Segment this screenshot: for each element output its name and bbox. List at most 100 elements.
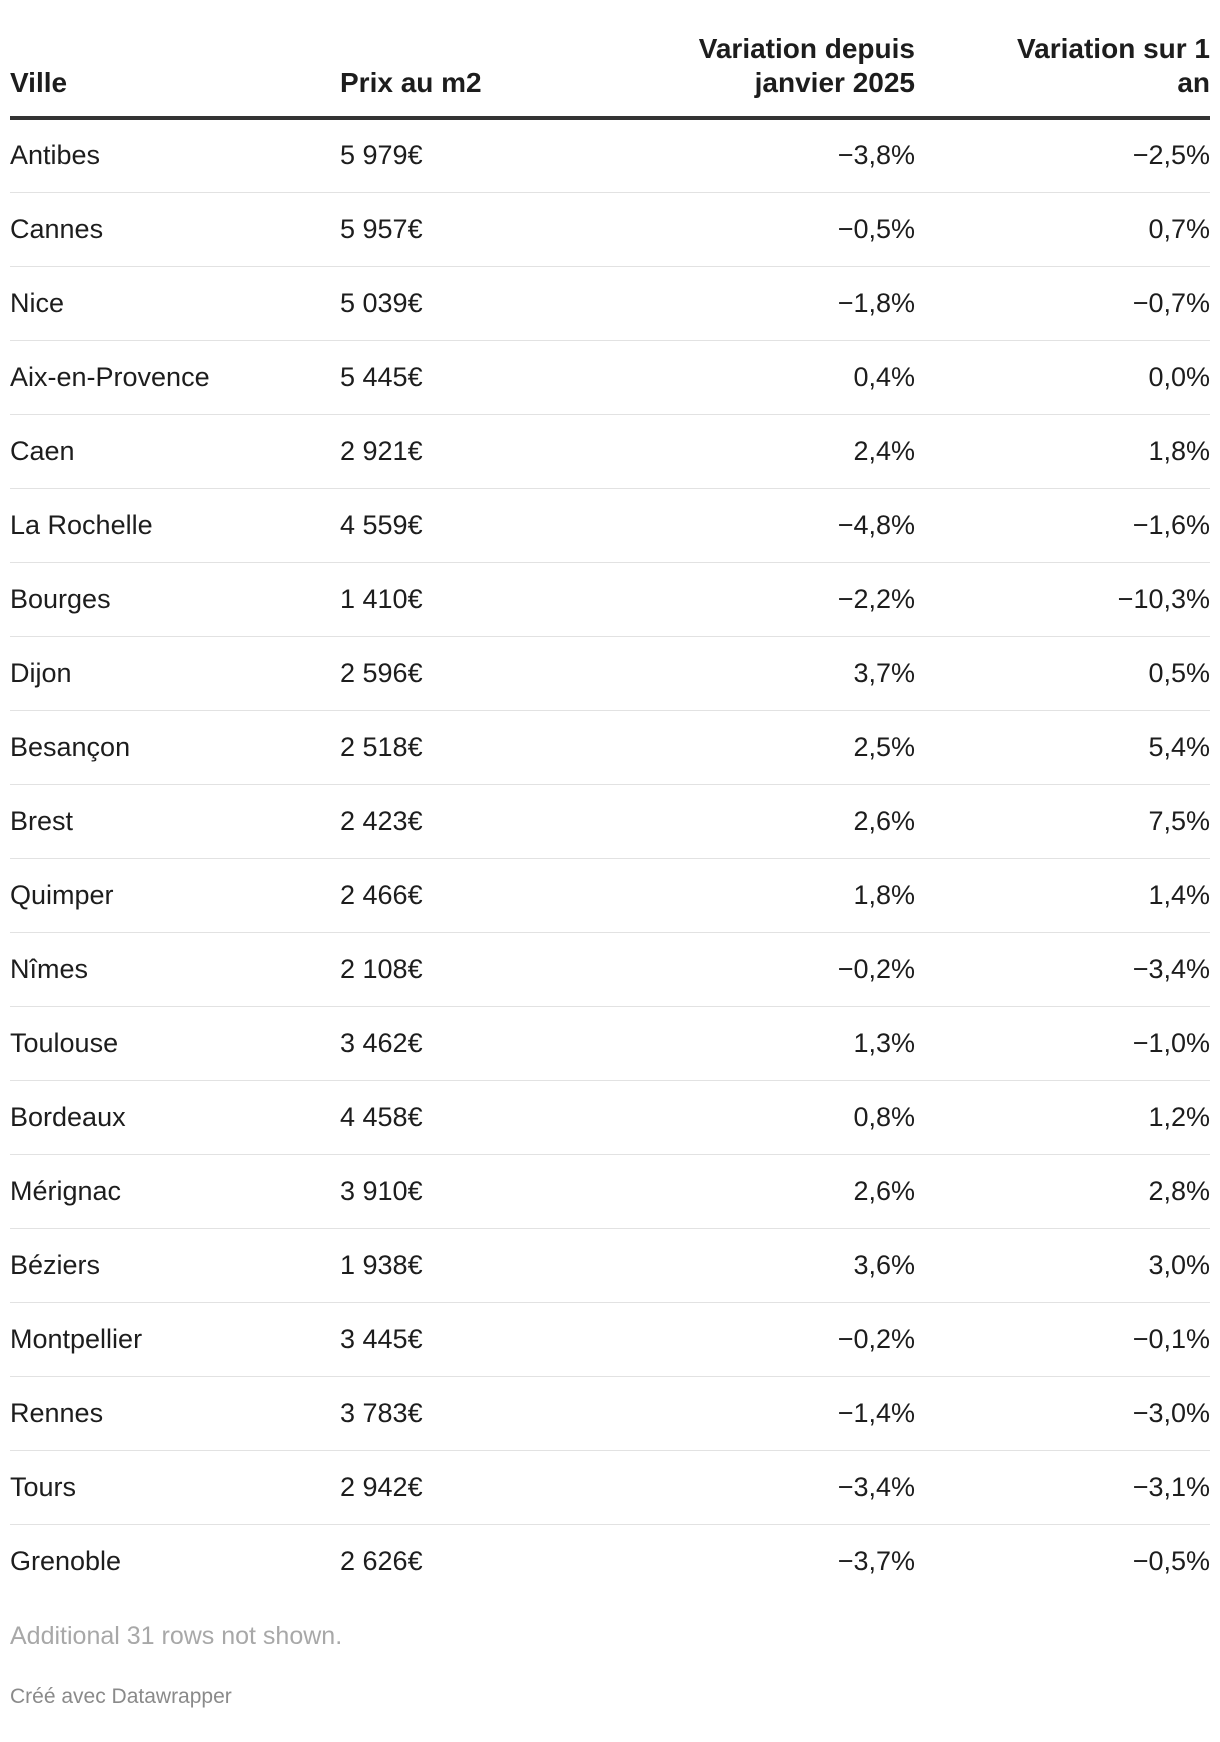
cell-variation-janvier: 1,3% (590, 1006, 915, 1081)
cell-prix: 5 957€ (340, 192, 590, 267)
cell-prix: 2 423€ (340, 784, 590, 859)
cell-variation-janvier: 3,6% (590, 1228, 915, 1303)
table-row: Besançon 2 518€ 2,5% 5,4% (10, 710, 1210, 785)
column-header-variation-an-line2: an (1177, 67, 1210, 98)
datawrapper-table-container: Ville Prix au m2 Variation depuis janvie… (10, 0, 1220, 1709)
table-row: Antibes 5 979€ −3,8% −2,5% (10, 118, 1210, 193)
cell-prix: 1 938€ (340, 1228, 590, 1303)
table-row: Bourges 1 410€ −2,2% −10,3% (10, 562, 1210, 637)
column-header-variation-janvier-line2: janvier 2025 (754, 67, 915, 98)
cell-ville: Bordeaux (10, 1080, 340, 1155)
column-header-variation-janvier[interactable]: Variation depuis janvier 2025 (590, 0, 915, 120)
table-row: Quimper 2 466€ 1,8% 1,4% (10, 858, 1210, 933)
cell-prix: 4 458€ (340, 1080, 590, 1155)
cell-variation-an: 0,7% (915, 192, 1210, 267)
cell-variation-an: 1,4% (915, 858, 1210, 933)
column-header-prix[interactable]: Prix au m2 (340, 0, 590, 120)
cell-prix: 3 910€ (340, 1154, 590, 1229)
cell-variation-an: −1,6% (915, 488, 1210, 563)
cell-prix: 2 626€ (340, 1545, 423, 1576)
cell-variation-janvier: −0,2% (590, 932, 915, 1007)
table-row: Dijon 2 596€ 3,7% 0,5% (10, 636, 1210, 711)
cell-variation-janvier: −3,7% (837, 1545, 915, 1576)
table-row: Toulouse 3 462€ 1,3% −1,0% (10, 1006, 1210, 1081)
cell-ville: Caen (10, 414, 340, 489)
table-row: Aix-en-Provence 5 445€ 0,4% 0,0% (10, 340, 1210, 415)
table-header: Ville Prix au m2 Variation depuis janvie… (10, 0, 1210, 120)
cell-variation-janvier: −1,8% (590, 266, 915, 341)
cell-prix: 2 596€ (340, 636, 590, 711)
cell-prix: 1 410€ (340, 562, 590, 637)
cell-variation-an: −0,1% (915, 1302, 1210, 1377)
cell-variation-janvier: −3,8% (590, 118, 915, 193)
cell-prix: 3 462€ (340, 1006, 590, 1081)
cell-variation-janvier: 0,8% (590, 1080, 915, 1155)
column-header-prix-label: Prix au m2 (340, 67, 482, 98)
cell-ville: Quimper (10, 858, 340, 933)
cell-variation-janvier: 2,4% (590, 414, 915, 489)
cell-ville: Tours (10, 1450, 340, 1525)
cell-prix: 3 783€ (340, 1376, 590, 1451)
cell-variation-janvier: −0,5% (590, 192, 915, 267)
cell-variation-an: 7,5% (915, 784, 1210, 859)
cell-variation-an: −3,0% (915, 1376, 1210, 1451)
cell-prix: 5 039€ (340, 266, 590, 341)
table-row: Montpellier 3 445€ −0,2% −0,1% (10, 1302, 1210, 1377)
column-header-ville-label: Ville (10, 67, 68, 98)
cell-ville: Aix-en-Provence (10, 340, 340, 415)
column-header-variation-an[interactable]: Variation sur 1 an (915, 0, 1210, 120)
cell-variation-janvier: −3,4% (590, 1450, 915, 1525)
cell-variation-an: 0,0% (915, 340, 1210, 415)
cell-ville: Nîmes (10, 932, 340, 1007)
cell-ville: Brest (10, 784, 340, 859)
cell-variation-an: −2,5% (915, 118, 1210, 193)
cell-ville: Dijon (10, 636, 340, 711)
table-row: Bordeaux 4 458€ 0,8% 1,2% (10, 1080, 1210, 1155)
cell-variation-janvier: −0,2% (590, 1302, 915, 1377)
cell-prix: 2 518€ (340, 710, 590, 785)
cell-ville: Cannes (10, 192, 340, 267)
cell-variation-an: 2,8% (915, 1154, 1210, 1229)
cell-prix: 2 108€ (340, 932, 590, 1007)
column-header-ville[interactable]: Ville (10, 0, 340, 120)
cell-variation-janvier: −4,8% (590, 488, 915, 563)
table-row: Caen 2 921€ 2,4% 1,8% (10, 414, 1210, 489)
cell-prix: 2 942€ (340, 1450, 590, 1525)
cell-variation-an: −10,3% (915, 562, 1210, 637)
cell-variation-janvier: 1,8% (590, 858, 915, 933)
table-row: Cannes 5 957€ −0,5% 0,7% (10, 192, 1210, 267)
rows-not-shown-note: Additional 31 rows not shown. (10, 1622, 343, 1650)
table-row: Nîmes 2 108€ −0,2% −3,4% (10, 932, 1210, 1007)
cell-prix: 2 921€ (340, 414, 590, 489)
cell-variation-janvier: 3,7% (590, 636, 915, 711)
cell-variation-an: −3,1% (915, 1450, 1210, 1525)
table-row: Tours 2 942€ −3,4% −3,1% (10, 1450, 1210, 1525)
cell-prix: 4 559€ (340, 488, 590, 563)
cell-prix: 5 445€ (340, 340, 590, 415)
cell-prix: 5 979€ (340, 118, 590, 193)
table-row: Rennes 3 783€ −1,4% −3,0% (10, 1376, 1210, 1451)
cell-ville: La Rochelle (10, 488, 340, 563)
cell-ville: Besançon (10, 710, 340, 785)
header-row: Ville Prix au m2 Variation depuis janvie… (10, 0, 1210, 120)
table-row: La Rochelle 4 559€ −4,8% −1,6% (10, 488, 1210, 563)
cell-ville: Grenoble (10, 1545, 122, 1576)
column-header-variation-an-line1: Variation sur 1 (1017, 33, 1210, 64)
cell-ville: Rennes (10, 1376, 340, 1451)
cell-variation-an: 3,0% (915, 1228, 1210, 1303)
cell-variation-an: 5,4% (915, 710, 1210, 785)
cell-ville: Antibes (10, 118, 340, 193)
cell-variation-an: 1,2% (915, 1080, 1210, 1155)
cell-variation-janvier: −1,4% (590, 1376, 915, 1451)
table-row: Mérignac 3 910€ 2,6% 2,8% (10, 1154, 1210, 1229)
datawrapper-credit: Créé avec Datawrapper (10, 1685, 232, 1708)
cell-variation-janvier: 2,6% (590, 784, 915, 859)
cell-prix: 3 445€ (340, 1302, 590, 1377)
cell-ville: Bourges (10, 562, 340, 637)
cell-variation-janvier: −2,2% (590, 562, 915, 637)
cell-variation-an: −0,7% (915, 266, 1210, 341)
cell-prix: 2 466€ (340, 858, 590, 933)
table-row: Brest 2 423€ 2,6% 7,5% (10, 784, 1210, 859)
cell-variation-an: −0,5% (1132, 1545, 1210, 1576)
cell-variation-janvier: 0,4% (590, 340, 915, 415)
